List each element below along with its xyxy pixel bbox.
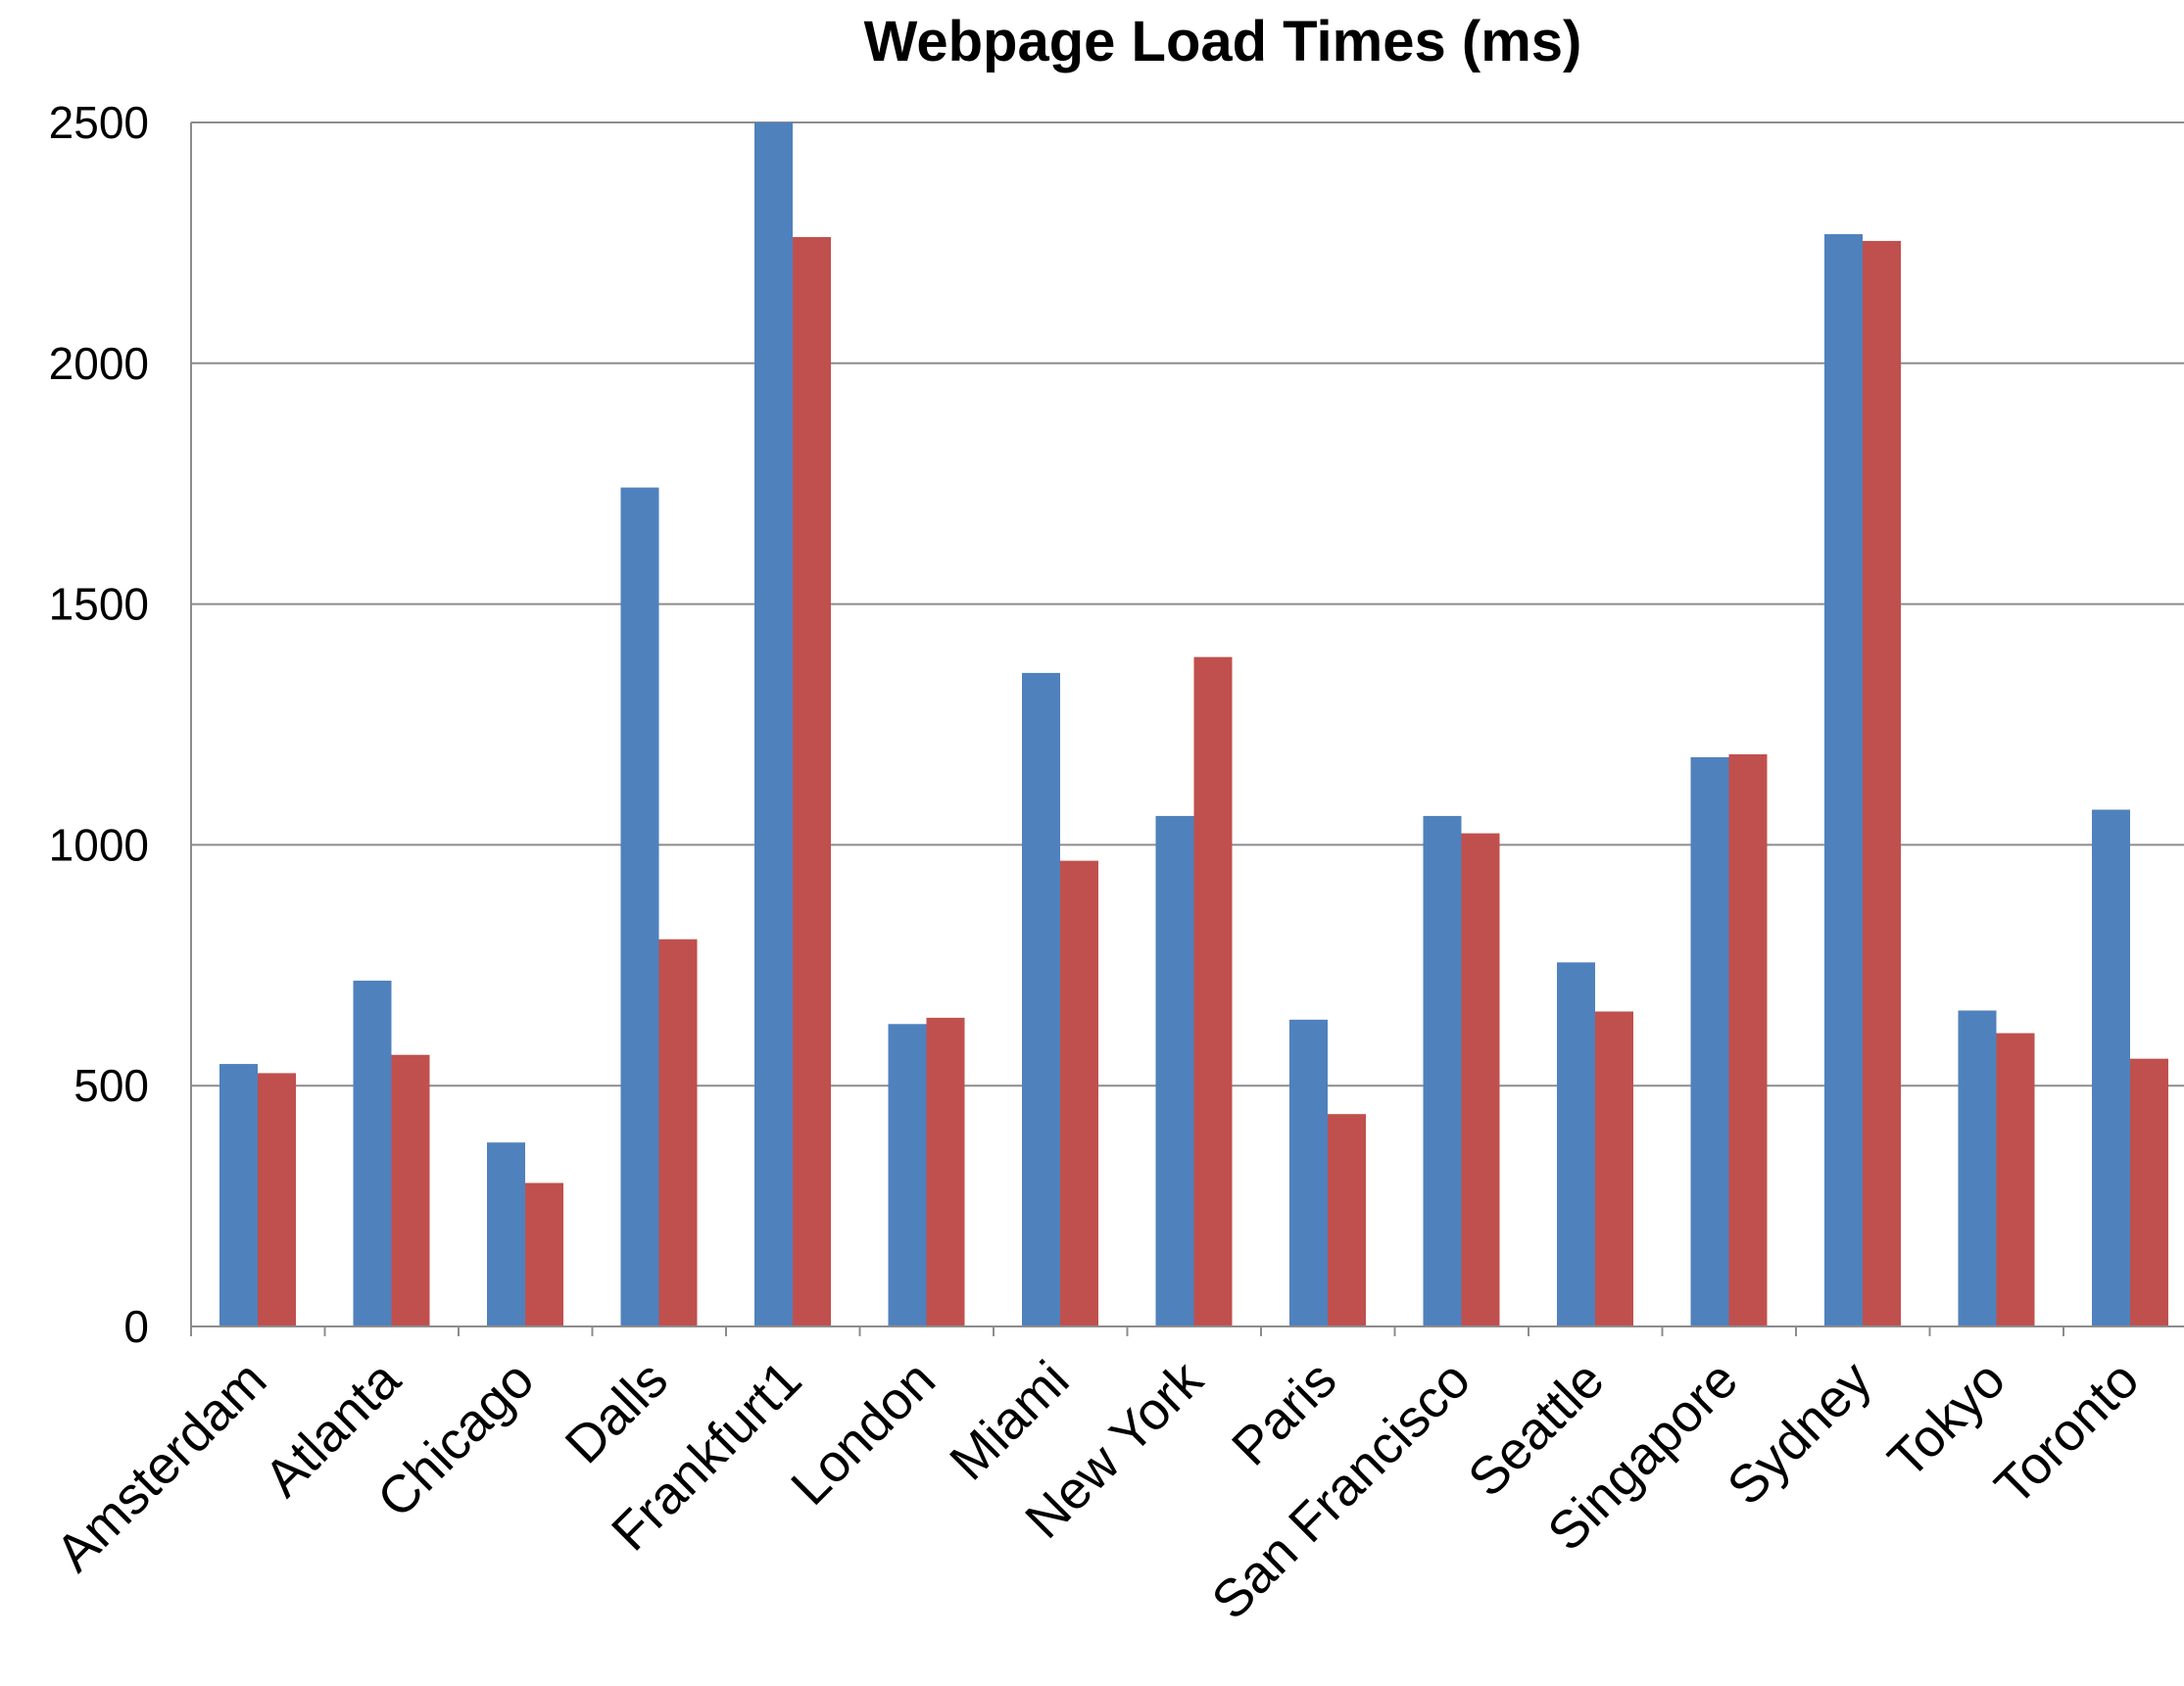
bar-series-2 [926,1017,965,1326]
y-axis-ticks: 0 500 1000 1500 2000 2500 [49,97,149,1352]
bar-series-2 [258,1073,296,1326]
x-tick-label: Toronto [1984,1350,2151,1517]
bar-series-1 [620,487,659,1326]
bar-series-2 [1996,1033,2035,1326]
y-tick-label: 500 [73,1060,149,1111]
y-tick-label: 2000 [49,338,149,389]
y-tick-label: 2500 [49,97,149,148]
bar-series-2 [1728,753,1768,1326]
x-tick-label: Amsterdam [45,1350,278,1583]
bar-series-1 [1824,234,1863,1327]
x-tick-label: Dalls [555,1350,679,1474]
y-tick-label: 1000 [49,819,149,870]
bar-series-1 [219,1064,258,1326]
x-tick-label: Sydney [1717,1350,1883,1517]
bar-series-2 [1328,1114,1366,1326]
bar-series-1 [1022,672,1060,1326]
axes [190,122,2184,1336]
bar-series-2 [1595,1011,1633,1326]
x-tick-label: Paris [1221,1350,1347,1476]
bar-series-1 [754,122,793,1326]
bar-series-1 [1289,1019,1328,1326]
bar-series-2 [658,939,698,1326]
bar-series-1 [487,1142,525,1326]
bar-series-1 [2092,809,2130,1326]
bar-series-1 [1958,1010,1997,1326]
x-tick-label: London [780,1350,946,1517]
bar-series-2 [1461,833,1500,1326]
y-tick-label: 1500 [49,579,149,630]
y-tick-label: 0 [123,1301,149,1352]
bar-series-1 [1557,962,1595,1326]
bar-series-2 [525,1182,563,1326]
bar-series-1 [1423,815,1462,1326]
bar-series-1 [888,1024,927,1326]
bar-series-2 [391,1054,430,1326]
bar-series-1 [353,981,392,1326]
bar-series-1 [1690,756,1729,1326]
bars [219,122,2168,1327]
bar-series-2 [1193,656,1233,1326]
bar-series-2 [1060,860,1098,1326]
chart-title: Webpage Load Times (ms) [864,10,1582,73]
bar-series-2 [1863,240,1901,1326]
bar-series-2 [793,237,831,1327]
bar-series-2 [2130,1058,2168,1326]
bar-series-1 [1155,815,1194,1326]
